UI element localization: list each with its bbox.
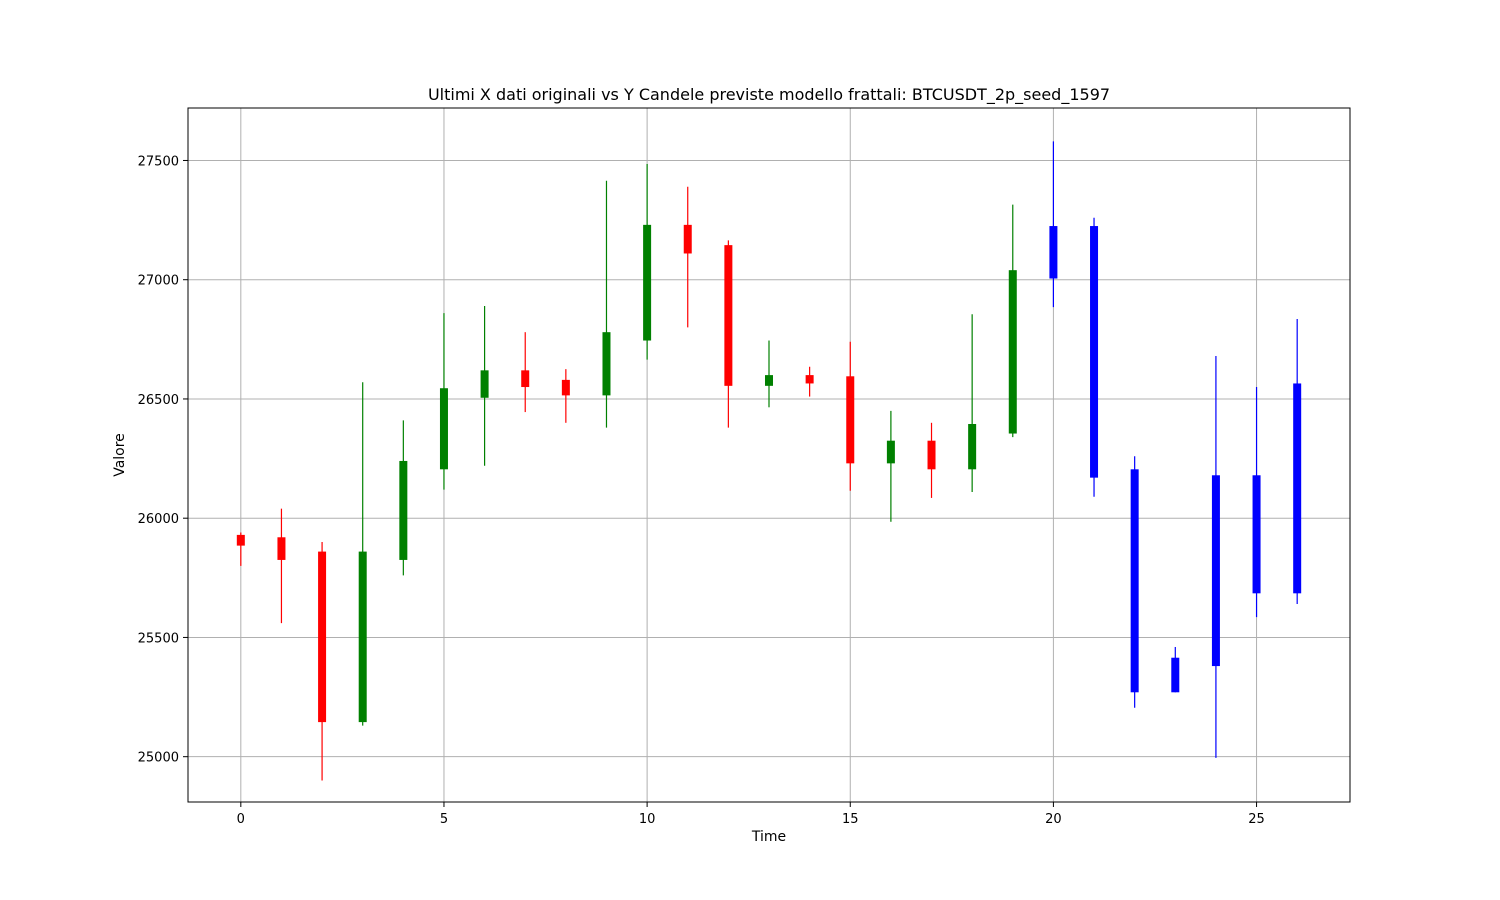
- x-tick-label: 10: [639, 812, 656, 827]
- candle: [968, 314, 977, 492]
- candle-body: [480, 370, 489, 398]
- candle-body: [724, 245, 733, 386]
- candle-body: [521, 370, 530, 388]
- candle: [1008, 204, 1017, 438]
- candle: [805, 366, 814, 397]
- candle: [724, 240, 733, 428]
- candle: [927, 422, 936, 498]
- plot-frame: [187, 107, 1351, 803]
- candle-body: [968, 423, 977, 470]
- y-tick-label: 27000: [138, 274, 179, 289]
- candle-body: [886, 440, 895, 464]
- y-tick-label: 25000: [138, 751, 179, 766]
- candle: [561, 369, 570, 423]
- candle: [1049, 141, 1058, 308]
- candle-body: [846, 376, 855, 464]
- x-axis-label: Time: [751, 829, 786, 845]
- candle: [358, 382, 367, 726]
- x-tick-label: 20: [1045, 812, 1062, 827]
- candle: [846, 341, 855, 491]
- candle-body: [399, 460, 408, 560]
- candle-body: [1130, 469, 1139, 693]
- candle: [1171, 646, 1180, 693]
- candle: [318, 542, 327, 781]
- candle-body: [927, 440, 936, 470]
- candle: [1293, 319, 1302, 605]
- candle: [765, 340, 773, 408]
- candle-body: [683, 224, 692, 254]
- candle: [1211, 356, 1220, 758]
- x-tick-label: 25: [1248, 812, 1265, 827]
- candle-body: [439, 388, 448, 470]
- candle: [439, 313, 448, 490]
- candle-body: [643, 224, 652, 341]
- y-tick-label: 25500: [138, 631, 179, 646]
- candle-body: [277, 537, 286, 560]
- candle-body: [1171, 657, 1180, 693]
- y-axis-label: Valore: [112, 433, 128, 477]
- candle: [683, 186, 692, 328]
- candles: [236, 141, 1302, 781]
- chart-title: Ultimi X dati originali vs Y Candele pre…: [428, 85, 1110, 105]
- plot-area: [188, 108, 1350, 802]
- candle: [480, 305, 489, 466]
- candle-body: [1252, 475, 1261, 594]
- candle: [399, 420, 408, 576]
- y-tick-label: 26500: [138, 393, 179, 408]
- candle: [1252, 387, 1261, 618]
- candle-body: [1293, 383, 1302, 594]
- candle: [1130, 456, 1139, 708]
- x-tick-label: 15: [842, 812, 859, 827]
- candle-body: [358, 551, 367, 723]
- candle-body: [1211, 475, 1220, 667]
- y-tick-label: 27500: [138, 154, 179, 169]
- candle-body: [1008, 270, 1017, 434]
- candle-body: [765, 375, 773, 386]
- candle-body: [318, 551, 327, 723]
- candle: [236, 532, 245, 566]
- candle-body: [1049, 226, 1058, 279]
- candle: [277, 508, 286, 624]
- candle-body: [602, 332, 611, 396]
- candle-body: [805, 375, 814, 384]
- candle: [602, 180, 611, 428]
- candle-body: [561, 379, 570, 396]
- candle: [1090, 217, 1099, 497]
- y-tick-label: 26000: [138, 512, 179, 527]
- candle: [643, 164, 652, 360]
- x-tick-label: 5: [440, 812, 448, 827]
- ticks: 0 5 10 15 20 25 25000 25500 26000 26500 27000 27500: [138, 154, 1265, 827]
- candle: [886, 410, 895, 522]
- candle: [521, 332, 530, 413]
- x-tick-label: 0: [237, 812, 245, 827]
- candle-body: [1090, 226, 1099, 478]
- candle-body: [236, 534, 245, 546]
